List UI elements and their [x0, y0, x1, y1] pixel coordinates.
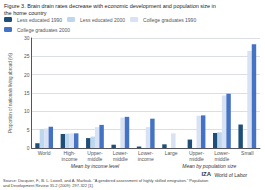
- svg-text:Upper-: Upper-: [188, 150, 205, 156]
- svg-text:Lower-: Lower-: [138, 150, 154, 156]
- svg-text:IZA: IZA: [201, 171, 211, 177]
- svg-text:5: 5: [27, 127, 30, 133]
- svg-text:middle: middle: [113, 156, 128, 162]
- svg-text:0: 0: [27, 145, 30, 151]
- svg-text:Less educated 2000: Less educated 2000: [80, 17, 125, 23]
- svg-text:College graduates 1990: College graduates 1990: [143, 17, 196, 23]
- svg-text:income: income: [138, 156, 154, 162]
- svg-text:Mean by population size: Mean by population size: [182, 163, 236, 169]
- svg-text:Upper-: Upper-: [87, 150, 103, 156]
- svg-text:20: 20: [24, 72, 30, 78]
- svg-text:Lower-: Lower-: [214, 150, 230, 156]
- svg-text:25: 25: [24, 53, 30, 59]
- svg-text:Mean by income level: Mean by income level: [71, 163, 120, 169]
- svg-text:middle: middle: [88, 156, 103, 162]
- svg-text:World of Labor: World of Labor: [214, 172, 247, 178]
- svg-text:Proportion of nationals living: Proportion of nationals living abroad (%…: [8, 52, 13, 133]
- svg-text:10: 10: [24, 108, 30, 114]
- svg-text:Lower-: Lower-: [112, 150, 128, 156]
- svg-text:the home country: the home country: [4, 10, 47, 16]
- svg-text:30: 30: [24, 35, 30, 41]
- svg-text:Source: Docquier, F., B. L. Lo: Source: Docquier, F., B. L. Lowell, and …: [3, 178, 209, 183]
- svg-text:middle: middle: [215, 156, 230, 162]
- svg-text:Large: Large: [165, 150, 178, 156]
- svg-text:Small: Small: [241, 150, 254, 156]
- svg-text:Figure 3. Brain drain rates de: Figure 3. Brain drain rates decrease wit…: [4, 3, 216, 9]
- svg-text:Less educated 1990: Less educated 1990: [17, 17, 62, 23]
- svg-text:15: 15: [24, 90, 30, 96]
- svg-text:High-: High-: [63, 150, 76, 156]
- svg-text:middle: middle: [189, 156, 204, 162]
- svg-text:and Development Review 35.2 (2: and Development Review 35.2 (2009): 297-…: [3, 183, 94, 188]
- svg-text:World: World: [38, 150, 51, 156]
- svg-text:income: income: [61, 156, 77, 162]
- svg-text:College graduates 2000: College graduates 2000: [17, 27, 70, 33]
